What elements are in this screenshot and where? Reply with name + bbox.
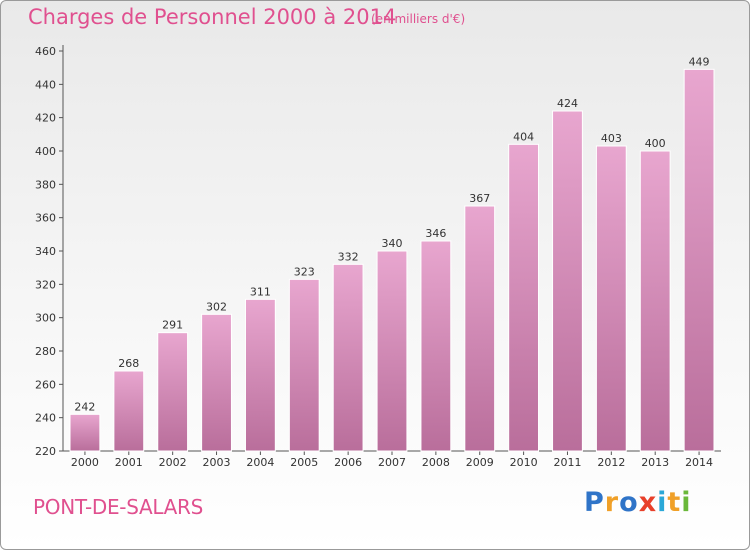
y-tick-label: 400 bbox=[35, 145, 56, 158]
bar-2004[interactable] bbox=[244, 298, 276, 452]
bar-value-label: 311 bbox=[250, 285, 271, 298]
chart-subtitle: (en milliers d'€) bbox=[371, 12, 466, 26]
bar-2007[interactable] bbox=[376, 250, 408, 452]
bar-2003[interactable] bbox=[201, 313, 232, 452]
bar-value-label: 323 bbox=[294, 265, 315, 278]
proxiti-logo[interactable]: Proxiti bbox=[584, 487, 692, 518]
logo-letter: o bbox=[619, 487, 639, 518]
x-tick-label: 2013 bbox=[641, 456, 669, 469]
bar-2000[interactable] bbox=[69, 413, 101, 452]
logo-letter: r bbox=[604, 487, 620, 518]
logo-letter: x bbox=[638, 487, 658, 518]
y-tick-label: 220 bbox=[35, 445, 56, 458]
bar-value-label: 242 bbox=[74, 400, 95, 413]
bar-2005[interactable] bbox=[288, 278, 320, 452]
bar-value-label: 403 bbox=[601, 132, 622, 145]
town-name: PONT-DE-SALARS bbox=[33, 495, 204, 519]
bar-value-label: 404 bbox=[513, 130, 534, 143]
y-tick-label: 360 bbox=[35, 212, 56, 225]
x-tick-label: 2000 bbox=[71, 456, 99, 469]
logo-letter: i bbox=[681, 487, 692, 518]
bar-2012[interactable] bbox=[595, 145, 627, 452]
y-tick-label: 320 bbox=[35, 278, 56, 291]
bar-2008[interactable] bbox=[420, 240, 452, 452]
bar-value-label: 400 bbox=[645, 137, 666, 150]
bar-value-label: 424 bbox=[557, 97, 578, 110]
bar-2013[interactable] bbox=[639, 150, 671, 452]
x-tick-label: 2005 bbox=[290, 456, 318, 469]
bar-value-label: 291 bbox=[162, 319, 183, 332]
y-tick-label: 380 bbox=[35, 178, 56, 191]
bar-2009[interactable] bbox=[464, 205, 496, 452]
x-tick-label: 2008 bbox=[422, 456, 450, 469]
x-tick-label: 2003 bbox=[203, 456, 231, 469]
bar-value-label: 449 bbox=[689, 55, 710, 68]
x-tick-label: 2001 bbox=[115, 456, 143, 469]
bar-2014[interactable] bbox=[683, 68, 715, 452]
y-tick-label: 240 bbox=[35, 412, 56, 425]
x-tick-label: 2012 bbox=[597, 456, 625, 469]
y-tick-label: 340 bbox=[35, 245, 56, 258]
chart-title: Charges de Personnel 2000 à 2014 bbox=[28, 5, 397, 29]
bar-value-label: 268 bbox=[118, 357, 139, 370]
bar-2010[interactable] bbox=[508, 143, 540, 452]
x-tick-label: 2009 bbox=[466, 456, 494, 469]
bar-2002[interactable] bbox=[157, 332, 189, 452]
x-tick-label: 2004 bbox=[246, 456, 274, 469]
bar-2006[interactable] bbox=[332, 263, 364, 452]
logo-letter: i bbox=[657, 487, 668, 518]
y-tick-label: 420 bbox=[35, 112, 56, 125]
x-tick-label: 2006 bbox=[334, 456, 362, 469]
bars: 242 268 291 302 311 323 332 340 346 367 404 424 403 4… bbox=[69, 55, 715, 452]
logo-letter: P bbox=[584, 487, 605, 518]
y-tick-label: 300 bbox=[35, 312, 56, 325]
bar-value-label: 367 bbox=[469, 192, 490, 205]
bar-value-label: 346 bbox=[425, 227, 446, 240]
bar-value-label: 332 bbox=[338, 250, 359, 263]
y-tick-label: 280 bbox=[35, 345, 56, 358]
bar-value-label: 340 bbox=[382, 237, 403, 250]
bar-value-label: 302 bbox=[206, 300, 227, 313]
y-axis: 220 240 260 280 300 320 340 360 380 400 420 440 460 bbox=[35, 45, 64, 458]
y-tick-label: 440 bbox=[35, 78, 56, 91]
x-axis: 2000 2001 2002 2003 2004 2005 2006 2007 2008 2009… bbox=[63, 450, 721, 469]
x-tick-label: 2010 bbox=[510, 456, 538, 469]
logo-letter: t bbox=[667, 487, 682, 518]
bar-2001[interactable] bbox=[113, 370, 145, 452]
x-tick-label: 2002 bbox=[159, 456, 187, 469]
bar-2011[interactable] bbox=[552, 110, 583, 452]
x-tick-label: 2007 bbox=[378, 456, 406, 469]
x-tick-label: 2014 bbox=[685, 456, 713, 469]
y-tick-label: 260 bbox=[35, 378, 56, 391]
x-tick-label: 2011 bbox=[553, 456, 581, 469]
y-tick-label: 460 bbox=[35, 45, 56, 58]
